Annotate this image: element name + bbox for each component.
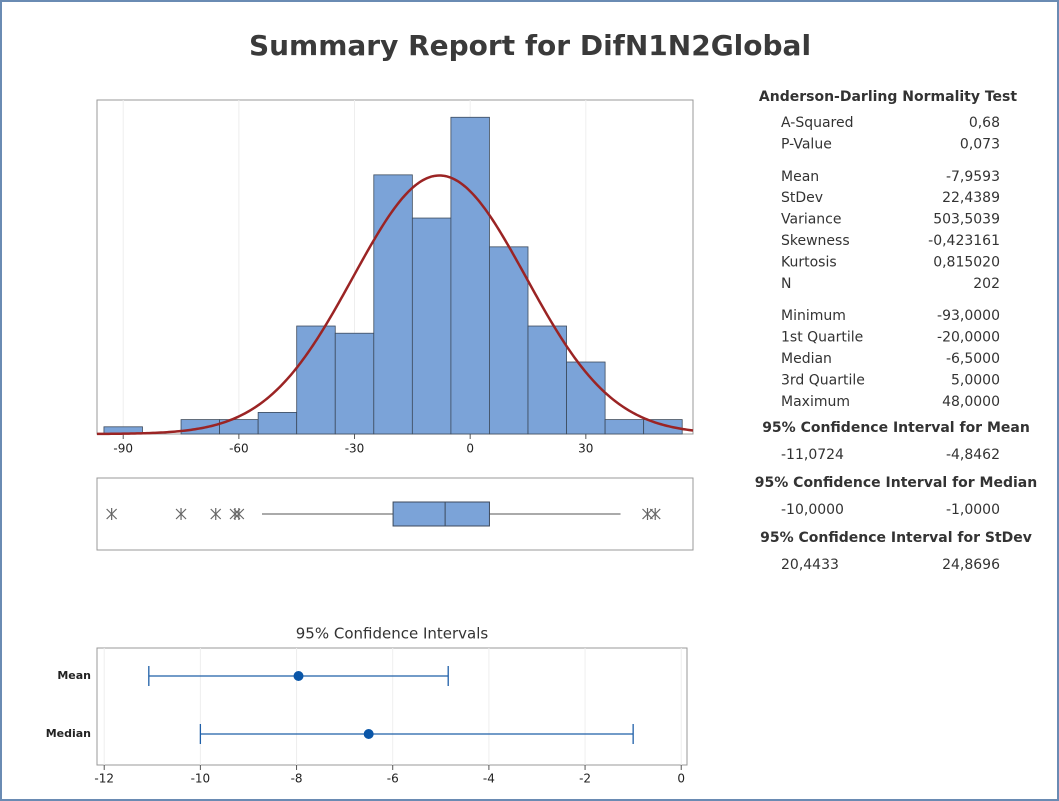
x-tick-label: 0 [466, 442, 474, 456]
interval-heading: 95% Confidence Interval for Mean [762, 420, 1030, 436]
stat-value: 503,5039 [933, 212, 1000, 228]
bar [257, 412, 298, 435]
bar [180, 419, 220, 435]
outlier [233, 508, 245, 520]
interval-upper: -4,8462 [946, 447, 1000, 463]
category-label: Median [46, 727, 91, 740]
x-tick-label: -30 [345, 442, 365, 456]
bar [373, 174, 413, 435]
x-tick-label: -8 [291, 772, 303, 786]
x-tick-label: -90 [113, 442, 133, 456]
stat-value: 0,815020 [933, 254, 1000, 270]
stat-label: 1st Quartile [781, 330, 863, 346]
fit-curve [96, 174, 694, 436]
outlier [175, 508, 187, 520]
stat-label: Skewness [781, 233, 850, 249]
x-tick-label: -2 [579, 772, 591, 786]
bar [643, 419, 683, 435]
bar [450, 116, 490, 435]
report-title: Summary Report for DifN1N2Global [249, 29, 811, 62]
stat-label: P-Value [781, 136, 832, 152]
bar [296, 325, 336, 435]
bar [604, 419, 645, 435]
stat-value: -20,0000 [937, 330, 1000, 346]
stat-label: A-Squared [781, 115, 854, 131]
x-tick-label: -4 [483, 772, 495, 786]
stats-heading: Anderson-Darling Normality Test [759, 89, 1017, 105]
interval-title: 95% Confidence Intervals [296, 625, 489, 643]
stat-label: Mean [781, 169, 819, 185]
bar [489, 246, 529, 435]
stat-value: 0,68 [969, 115, 1000, 131]
outlier [649, 508, 661, 520]
x-tick-label: 0 [677, 772, 685, 786]
stat-label: Variance [781, 212, 841, 228]
stat-label: Minimum [781, 308, 846, 324]
outlier [642, 508, 653, 520]
bar [334, 332, 375, 435]
estimate-point [293, 671, 304, 681]
stat-value: -93,0000 [937, 308, 1000, 324]
stat-value: 5,0000 [951, 372, 1000, 388]
x-tick-label: -10 [191, 772, 211, 786]
category-label: Mean [57, 669, 91, 682]
x-tick-label: -6 [387, 772, 399, 786]
x-tick-label: -60 [229, 442, 249, 456]
stat-value: -7,9593 [946, 169, 1000, 185]
stat-label: Median [781, 351, 832, 367]
x-tick-label: 30 [578, 442, 593, 456]
interval-heading: 95% Confidence Interval for StDev [760, 530, 1032, 546]
stat-label: Kurtosis [781, 254, 837, 270]
interval-frame [96, 647, 688, 766]
stat-label: StDev [781, 190, 823, 206]
outlier [210, 508, 222, 520]
stat-value: -6,5000 [946, 351, 1000, 367]
interval-upper: 24,8696 [942, 557, 1000, 573]
estimate-point [363, 729, 374, 739]
stat-label: Maximum [781, 394, 850, 410]
interval-lower: 20,4433 [781, 557, 839, 573]
box [392, 501, 490, 527]
interval-lower: -11,0724 [781, 447, 844, 463]
interval-upper: -1,0000 [946, 502, 1000, 518]
stat-value: 22,4389 [942, 190, 1000, 206]
stat-label: 3rd Quartile [781, 372, 865, 388]
outlier [106, 508, 118, 520]
interval-lower: -10,0000 [781, 502, 844, 518]
stat-label: N [781, 276, 791, 292]
stat-value: 0,073 [960, 136, 1000, 152]
x-tick-label: -12 [94, 772, 114, 786]
stat-value: -0,423161 [928, 233, 1000, 249]
bar [527, 325, 567, 435]
bar [411, 217, 452, 435]
stat-value: 202 [973, 276, 1000, 292]
stat-value: 48,0000 [942, 394, 1000, 410]
interval-heading: 95% Confidence Interval for Median [755, 475, 1037, 491]
